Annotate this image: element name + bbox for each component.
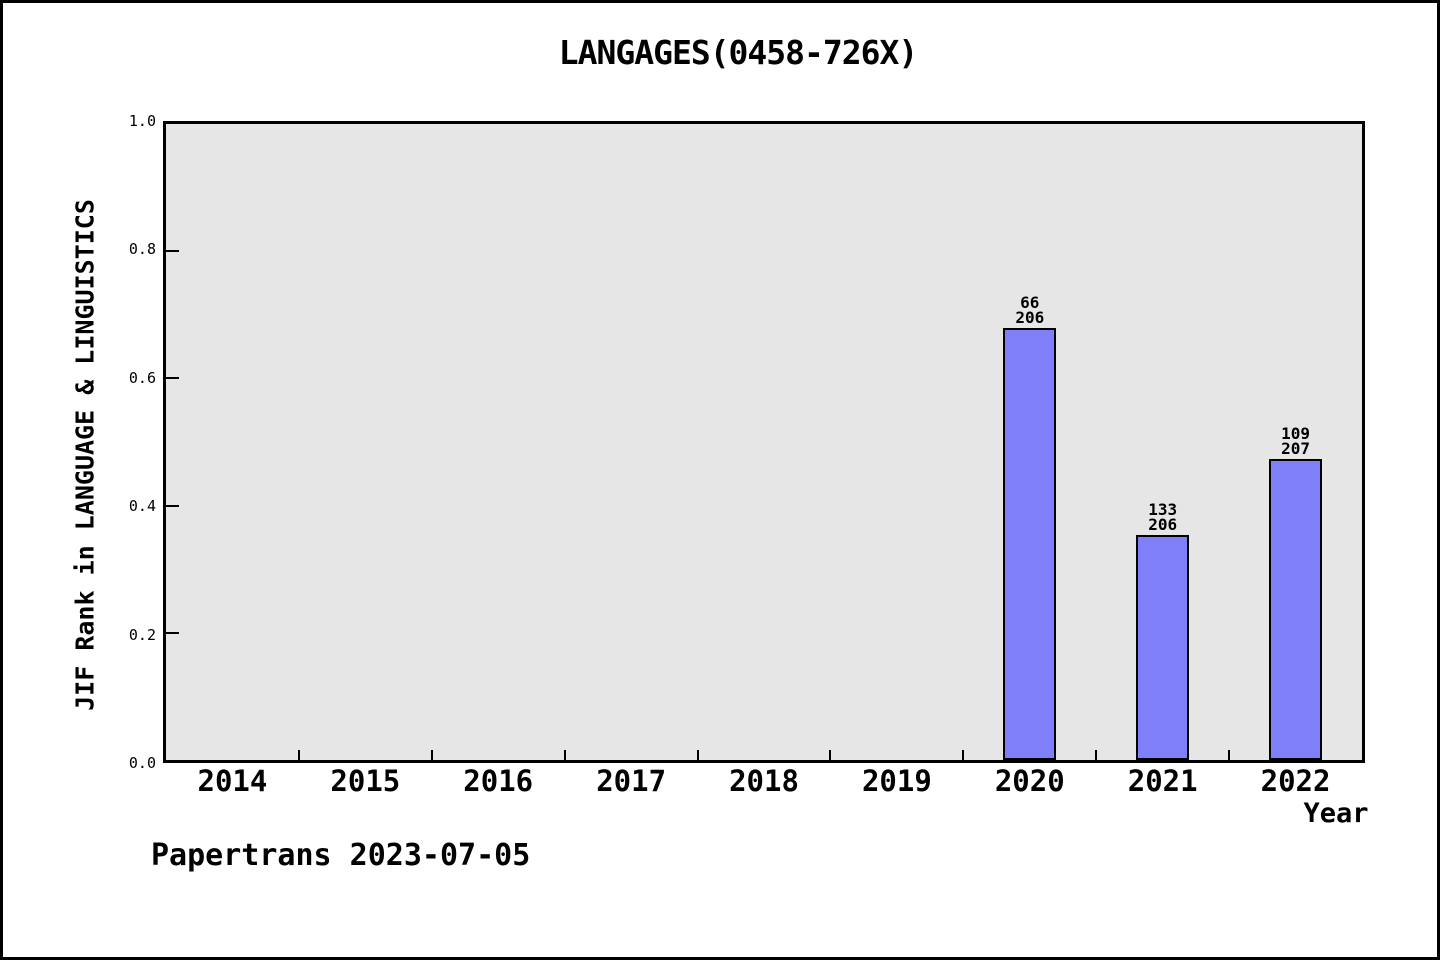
bar-2021 xyxy=(1136,534,1190,760)
bar-value-label-2021: 133 206 xyxy=(1148,499,1178,534)
x-tick-label-2017: 2017 xyxy=(596,764,667,798)
bar-2020 xyxy=(1003,327,1057,760)
x-minor-tick xyxy=(696,750,699,760)
x-minor-tick xyxy=(829,750,832,760)
y-tick-label-0.6: 0.6 xyxy=(128,368,156,387)
x-tick-label-2019: 2019 xyxy=(861,764,932,798)
y-tick-label-0.4: 0.4 xyxy=(128,497,156,516)
chart-title: LANGAGES(0458-726X) xyxy=(558,33,918,72)
x-tick-label-2014: 2014 xyxy=(197,764,268,798)
y-tick-label-0.2: 0.2 xyxy=(128,625,156,644)
x-axis-title: Year xyxy=(1303,798,1369,829)
x-minor-tick xyxy=(297,750,300,760)
x-tick-label-2015: 2015 xyxy=(330,764,401,798)
plot-inner: 66 206 133 206 109 207 xyxy=(166,124,1362,760)
bar-total: 206 xyxy=(1015,307,1045,327)
x-minor-tick xyxy=(962,750,965,760)
x-minor-tick xyxy=(563,750,566,760)
x-axis-tick-labels: 2014 2015 2016 2017 2018 2019 2020 2021 2022 xyxy=(166,765,1362,799)
x-tick-label-2016: 2016 xyxy=(463,764,534,798)
x-minor-tick xyxy=(1095,750,1098,760)
footer-watermark: Papertrans 2023-07-05 xyxy=(151,838,531,873)
bar-value-label-2022: 109 207 xyxy=(1281,424,1310,459)
y-tick-label-0.8: 0.8 xyxy=(128,240,156,259)
bar-rank: 133 xyxy=(1148,499,1178,519)
plot-area: 66 206 133 206 109 207 xyxy=(163,121,1365,763)
y-tick xyxy=(166,504,179,507)
x-tick-label-2018: 2018 xyxy=(729,764,799,798)
bar-total: 206 xyxy=(1148,514,1178,534)
bar-rank: 66 xyxy=(1020,292,1040,312)
x-tick-label-2021: 2021 xyxy=(1127,764,1198,798)
bar-rank: 109 xyxy=(1281,424,1310,444)
x-tick-label-2022: 2022 xyxy=(1260,764,1331,798)
bar-2022 xyxy=(1269,459,1323,760)
x-minor-tick xyxy=(1228,750,1231,760)
y-tick xyxy=(166,377,179,380)
y-tick xyxy=(166,631,179,634)
x-tick-label-2020: 2020 xyxy=(994,764,1065,798)
y-tick xyxy=(166,250,179,253)
y-axis-tick-labels: 0.0 0.2 0.4 0.6 0.8 1.0 xyxy=(3,112,156,772)
bar-value-label-2020: 66 206 xyxy=(1015,292,1045,327)
y-tick-label-1.0: 1.0 xyxy=(128,112,156,130)
bar-total: 207 xyxy=(1281,439,1310,459)
y-tick-label-0.0: 0.0 xyxy=(128,754,156,772)
x-minor-tick xyxy=(430,750,433,760)
